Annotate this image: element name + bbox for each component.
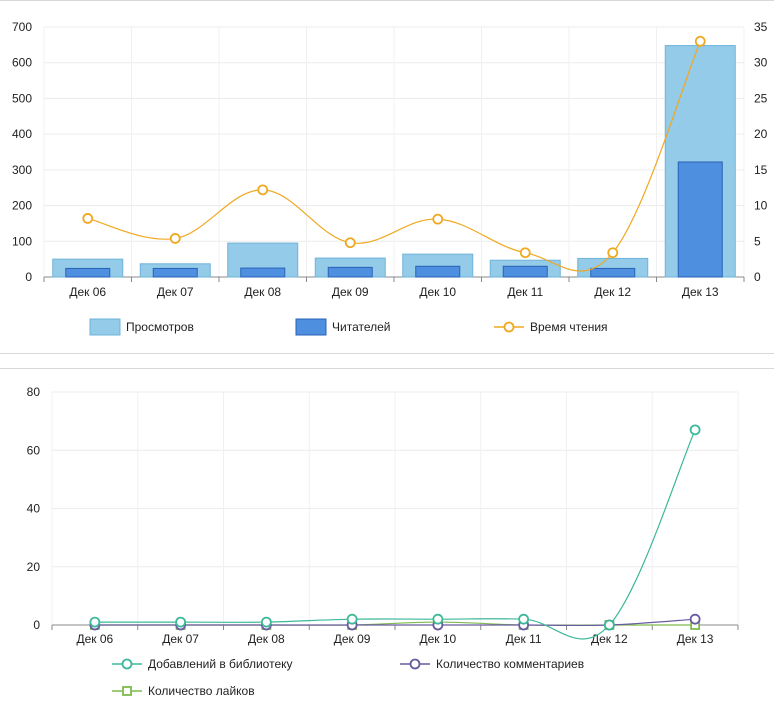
- y2-tick-label: 15: [754, 163, 768, 177]
- point-reading-time: [607, 247, 619, 259]
- bar-readers: [590, 267, 636, 278]
- x-tick-label: Дек 08: [248, 632, 285, 646]
- legend-marker-library-adds: [121, 658, 133, 670]
- y-tick-label: 80: [27, 385, 41, 399]
- line-library-adds: [94, 429, 696, 640]
- legend-swatch-views: [89, 318, 121, 336]
- point-library-adds: [432, 613, 444, 625]
- y-tick-label: 700: [12, 20, 32, 34]
- y-tick-label: 0: [25, 270, 32, 284]
- x-tick-label: Дек 10: [420, 632, 457, 646]
- bar-readers: [65, 267, 111, 278]
- y-tick-label: 60: [27, 443, 41, 457]
- legend-label-comments: Количество комментариев: [436, 657, 584, 671]
- x-tick-label: Дек 11: [507, 285, 543, 299]
- y-tick-label: 600: [12, 56, 32, 70]
- point-reading-time: [169, 233, 181, 244]
- point-library-adds: [603, 619, 615, 631]
- point-library-adds: [346, 613, 358, 625]
- point-reading-time: [82, 213, 94, 224]
- point-reading-time: [694, 35, 706, 47]
- x-tick-label: Дек 07: [157, 285, 194, 299]
- x-tick-label: Дек 09: [334, 632, 371, 646]
- y2-tick-label: 5: [754, 234, 761, 248]
- x-tick-label: Дек 09: [332, 285, 369, 299]
- x-tick-label: Дек 07: [162, 632, 199, 646]
- bar-readers: [152, 267, 198, 278]
- x-tick-label: Дек 06: [77, 632, 114, 646]
- point-reading-time: [519, 247, 531, 259]
- legend-swatch-readers: [295, 318, 327, 336]
- engagement-chart: 0 20 40 60 80 Дек 06 Дек 07 Дек 08 Дек 09 Дек 10 Д…: [27, 385, 739, 698]
- x-tick-label: Дек 10: [419, 285, 456, 299]
- y2-tick-label: 0: [754, 270, 761, 284]
- legend-label-readers: Читателей: [332, 320, 391, 334]
- line-reading-time: [87, 41, 701, 272]
- point-reading-time: [432, 213, 444, 225]
- y2-tick-label: 35: [754, 20, 768, 34]
- legend-marker-likes: [122, 686, 132, 696]
- x-tick-label: Дек 08: [244, 285, 281, 299]
- line-comments: [94, 618, 696, 627]
- point-comments: [689, 613, 701, 625]
- point-library-adds: [175, 616, 187, 628]
- y-tick-label: 40: [27, 502, 41, 516]
- x-tick-label: Дек 06: [69, 285, 106, 299]
- point-library-adds: [689, 424, 701, 436]
- y-tick-label: 200: [12, 199, 32, 213]
- point-reading-time: [257, 184, 269, 196]
- legend-marker-reading-time: [503, 321, 515, 333]
- bar-readers: [502, 265, 548, 278]
- views-chart: 0 100 200 300 400 500 600 700 0 5 10 15 20 25 30 35 Дек …: [12, 20, 768, 336]
- point-library-adds: [89, 616, 101, 628]
- y-tick-label: 20: [27, 560, 41, 574]
- y2-tick-label: 10: [754, 199, 768, 213]
- y2-tick-label: 30: [754, 56, 768, 70]
- x-tick-label: Дек 12: [591, 632, 628, 646]
- point-library-adds: [260, 616, 272, 628]
- legend-marker-comments: [409, 658, 421, 670]
- y-tick-label: 0: [33, 618, 40, 632]
- y-tick-label: 500: [12, 91, 32, 105]
- x-tick-label: Дек 13: [682, 285, 719, 299]
- legend-label-library-adds: Добавлений в библиотеку: [148, 657, 293, 671]
- y-tick-label: 100: [12, 234, 32, 248]
- chart-panel-engagement: 0 20 40 60 80 Дек 06 Дек 07 Дек 08 Дек 09 Дек 10 Д…: [0, 368, 774, 706]
- legend-label-likes: Количество лайков: [148, 684, 255, 698]
- legend-label-views: Просмотров: [126, 320, 194, 334]
- bar-readers: [327, 266, 373, 278]
- y2-tick-label: 25: [754, 91, 768, 105]
- x-tick-label: Дек 13: [677, 632, 714, 646]
- x-tick-label: Дек 11: [506, 632, 542, 646]
- y-tick-label: 400: [12, 127, 32, 141]
- bar-readers: [677, 161, 723, 278]
- chart-panel-views: 0 100 200 300 400 500 600 700 0 5 10 15 20 25 30 35 Дек …: [0, 0, 774, 354]
- point-library-adds: [518, 613, 530, 625]
- bar-readers: [240, 267, 286, 278]
- bar-readers: [415, 265, 461, 278]
- point-reading-time: [344, 237, 356, 249]
- y2-tick-label: 20: [754, 127, 768, 141]
- y-tick-label: 300: [12, 163, 32, 177]
- x-tick-label: Дек 12: [594, 285, 631, 299]
- legend-label-reading-time: Время чтения: [530, 320, 608, 334]
